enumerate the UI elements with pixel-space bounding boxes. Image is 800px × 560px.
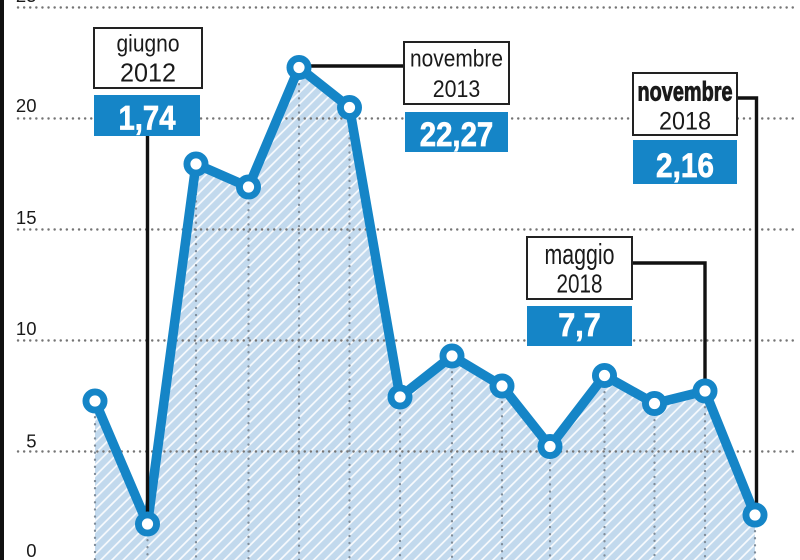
svg-text:22,27: 22,27 <box>420 116 494 154</box>
svg-text:5: 5 <box>26 431 36 452</box>
svg-text:2,16: 2,16 <box>656 147 714 185</box>
svg-text:25: 25 <box>16 0 37 6</box>
svg-text:10: 10 <box>16 318 37 339</box>
svg-text:1,74: 1,74 <box>119 100 176 138</box>
svg-text:2012: 2012 <box>120 58 176 88</box>
svg-text:novembre: novembre <box>638 77 733 107</box>
svg-text:2013: 2013 <box>433 76 481 103</box>
svg-text:15: 15 <box>16 207 37 228</box>
svg-text:7,7: 7,7 <box>558 307 601 343</box>
svg-text:novembre: novembre <box>410 46 503 73</box>
svg-text:2018: 2018 <box>659 108 711 136</box>
svg-text:20: 20 <box>16 95 37 116</box>
svg-text:maggio: maggio <box>545 239 615 271</box>
svg-text:giugno: giugno <box>117 31 180 58</box>
svg-text:2018: 2018 <box>557 269 603 299</box>
svg-text:0: 0 <box>26 540 36 560</box>
